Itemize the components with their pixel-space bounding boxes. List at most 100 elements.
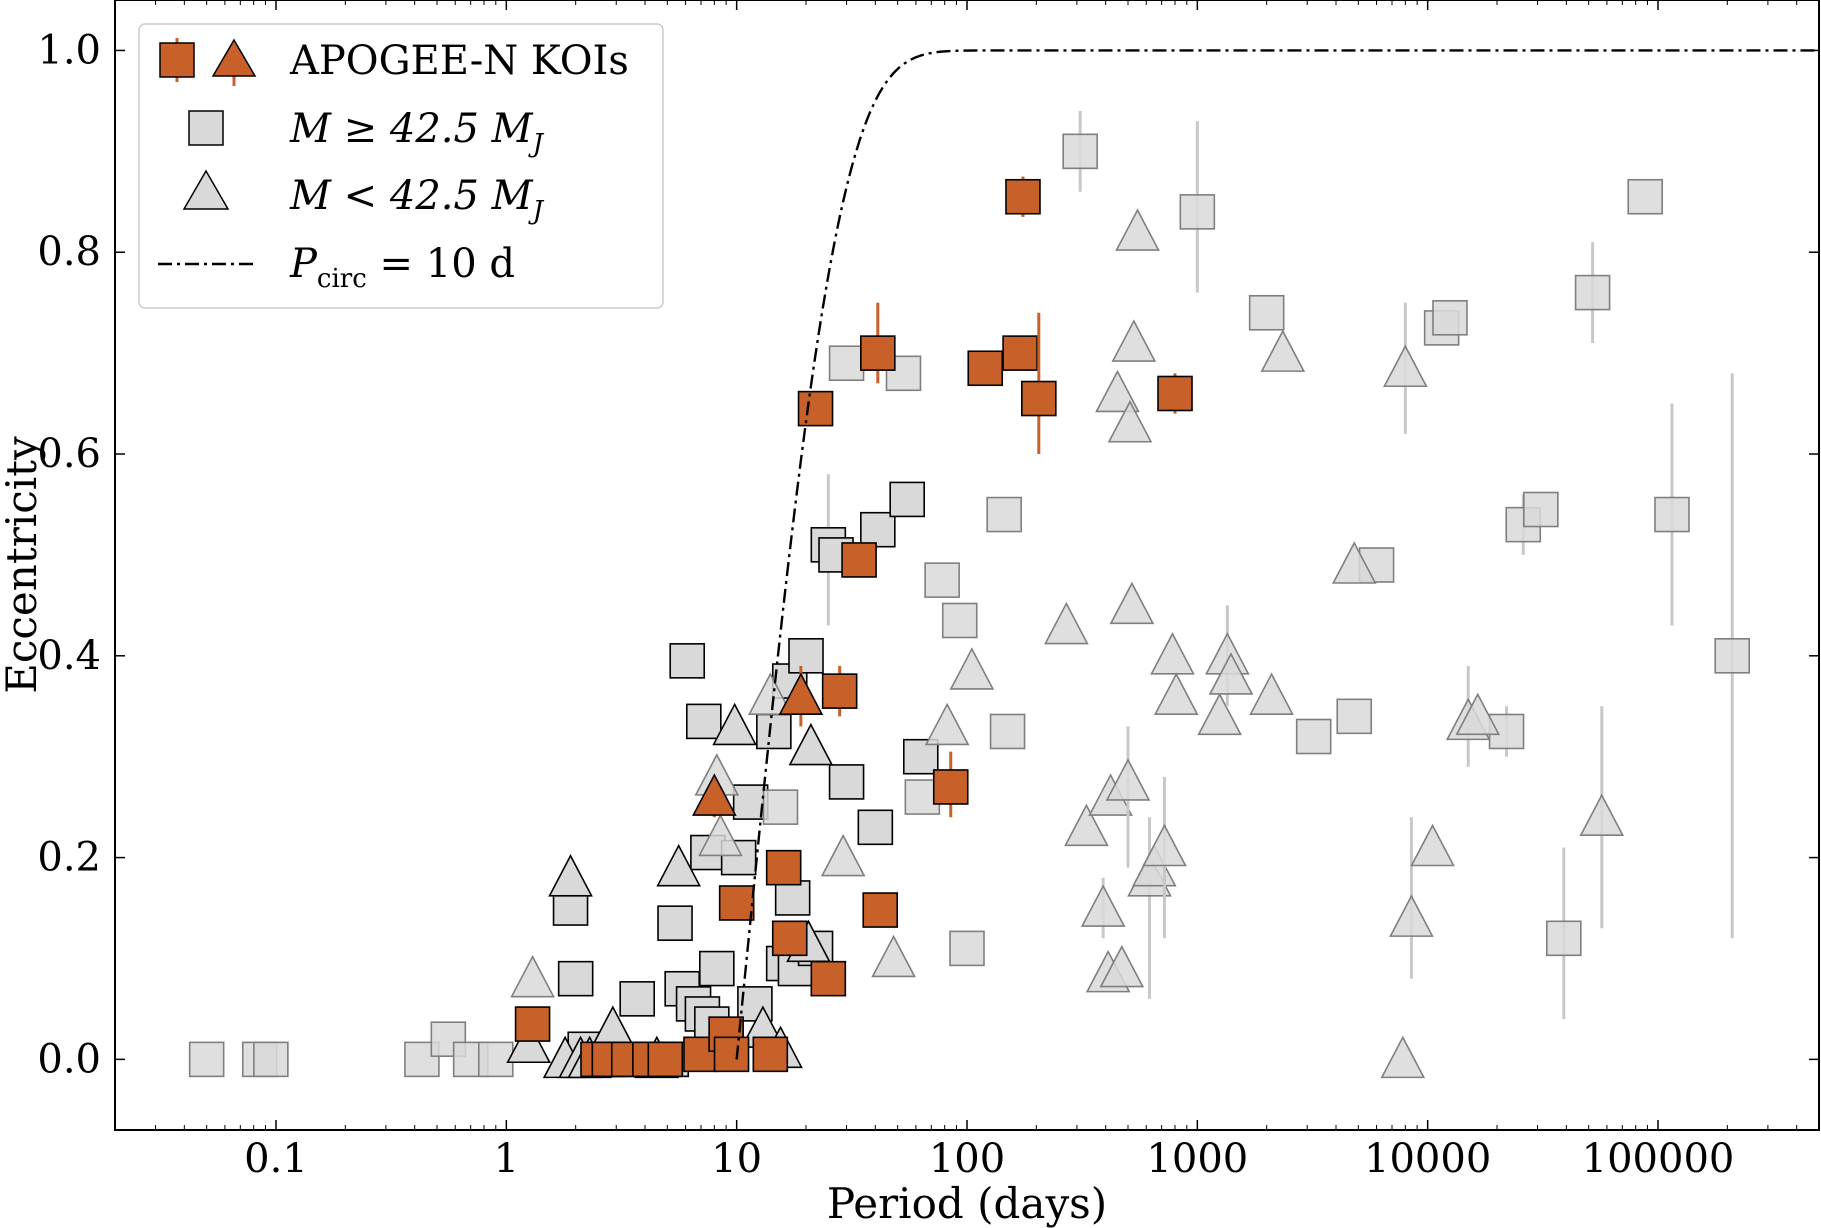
marker-triangle [949,647,995,690]
marker-square [765,849,802,886]
data-points [188,110,1751,1079]
marker-triangle [1080,884,1126,927]
series-2-point-8 [713,1036,750,1073]
series-0-point-21 [686,703,722,740]
series-0-point-55 [1336,698,1373,735]
marker-square [1432,300,1468,336]
x-axis: 0.1 1 10 100 1000 10000 100000 [155,0,1798,1182]
series-0-point-64 [1627,178,1664,215]
marker-square [557,960,594,997]
series-1-point-38 [1197,692,1242,736]
series-2-point-15 [821,665,858,717]
marker-triangle [1142,823,1187,867]
series-1-point-22 [1064,803,1109,847]
marker-triangle [1389,894,1434,937]
series-2-point-0 [514,1006,551,1042]
series-0-point-40 [857,809,894,846]
series-0-point-54 [1295,718,1332,755]
legend-label-light: M < 42.5 MJ [289,173,545,226]
series-0-point-49 [986,496,1022,533]
marker-triangle [712,702,757,746]
marker-square [699,950,735,987]
series-2-point-24 [1157,373,1193,414]
series-1-point-41 [1249,672,1294,715]
series-2-point-16 [841,542,877,578]
x-tick-label-4: 1000 [1146,1136,1248,1182]
series-1-point-20 [949,647,995,690]
series-2-point-18 [862,892,899,928]
marker-triangle [1099,944,1145,988]
marker-square [771,920,808,957]
series-1-point-13 [748,672,793,715]
x-tick-label-6: 100000 [1582,1136,1735,1182]
marker-triangle [548,854,593,897]
marker-square [1654,496,1690,533]
x-tick-label-3: 100 [929,1136,1005,1182]
marker-square [720,839,757,876]
marker-square [986,496,1022,533]
marker-square [1336,698,1373,735]
marker-triangle [1208,652,1254,695]
circularization-curve [735,49,1819,1060]
marker-triangle [1410,823,1455,867]
y-tick-label-2: 0.4 [37,633,101,679]
marker-triangle [698,813,743,857]
series-1-point-40 [1208,652,1254,695]
marker-triangle [788,722,834,766]
legend-label-koi: APOGEE-N KOIs [289,38,629,84]
marker-square [1714,638,1751,674]
marker-triangle [1331,541,1377,584]
marker-triangle [1380,1035,1426,1079]
y-axis: 0.0 0.2 0.4 0.6 0.8 1.0 [37,27,1819,1082]
series-1-point-37 [1153,672,1199,715]
x-axis-label: Period (days) [827,1179,1107,1228]
marker-triangle [1105,758,1151,801]
marker-triangle [924,702,970,746]
series-1-point-19 [924,702,970,746]
marker-triangle [748,672,793,715]
series-2-point-12 [771,920,808,957]
legend: APOGEE-N KOIs M ≥ 42.5 MJ M < 42.5 MJ Pc… [138,23,664,309]
series-0-point-50 [989,713,1026,750]
series-0-point-44 [902,738,939,775]
y-tick-label-0: 0.0 [37,1036,101,1082]
series-0-point-43 [889,481,925,518]
series-0-point-41 [860,511,896,548]
marker-square [1295,718,1332,755]
series-0-point-39 [828,345,865,382]
y-tick-label-5: 1.0 [37,27,101,73]
series-0-point-32 [774,880,811,916]
x-tick-label-2: 10 [711,1136,762,1182]
marker-triangle [1455,692,1501,736]
legend-triangle-marker [182,169,230,210]
series-3-point-1 [778,665,824,727]
marker-triangle [1249,672,1294,715]
marker-square [1248,294,1285,331]
marker-square [1523,491,1559,528]
series-2-point-14 [810,960,847,997]
series-2-point-22 [1005,176,1041,217]
marker-square [967,350,1004,387]
marker-square [253,1041,289,1078]
marker-triangle [1115,208,1160,251]
series-0-point-29 [762,789,799,825]
marker-square [686,703,722,740]
series-0-point-24 [699,950,735,987]
marker-square [1179,194,1216,230]
series-2-point-10 [752,1036,789,1073]
marker-triangle [1150,632,1195,675]
series-1-point-27 [1099,944,1145,988]
y-axis-label: Eccentricity [0,436,46,694]
marker-square [762,789,799,825]
marker-square [889,481,925,518]
legend-square-marker [188,110,224,146]
series-1-point-16 [788,722,834,766]
series-1-point-43 [1331,541,1377,584]
series-0-point-51 [1062,110,1098,192]
series-1-point-42 [1260,329,1306,372]
series-1-point-17 [820,833,866,877]
series-0-point-38 [828,764,865,800]
series-0-point-0 [188,1041,225,1078]
series-1-point-31 [1111,319,1157,362]
marker-triangle [1064,803,1109,847]
